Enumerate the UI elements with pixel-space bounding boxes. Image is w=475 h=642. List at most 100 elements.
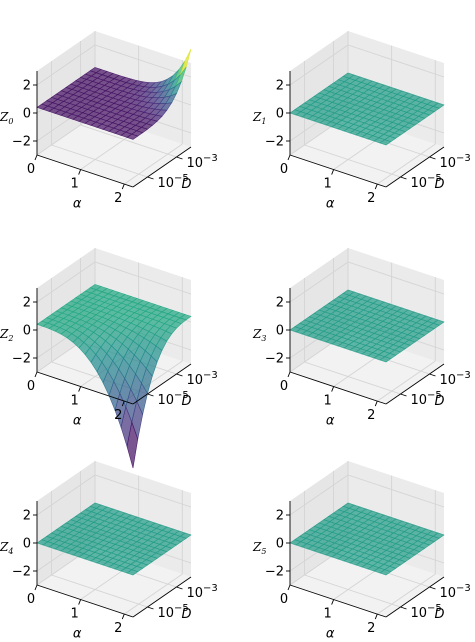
- surface-facet: [379, 569, 392, 576]
- floor-pane: [37, 115, 191, 187]
- axes: [33, 501, 192, 620]
- y-axis-label: D: [182, 394, 192, 409]
- x-tick-label: 1: [323, 607, 331, 622]
- z-tick-label: −2: [265, 565, 284, 580]
- y-tick-label: 10−5: [411, 603, 442, 621]
- z-axis-label: Z2: [0, 327, 13, 343]
- y-axis-label: D: [435, 177, 445, 192]
- x-tick-label: 2: [114, 191, 122, 206]
- surface-facet: [126, 420, 139, 469]
- axes: [286, 71, 445, 190]
- surface-facet: [379, 356, 392, 363]
- surface-plot: −2 0 2 0 1 2 10−5 10−3 α D Z3: [252, 248, 471, 428]
- surface-mesh: [289, 289, 445, 363]
- x-tick-label: 2: [367, 621, 375, 636]
- y-tick-label: 10−3: [440, 370, 471, 388]
- x-tick-label: 0: [280, 379, 288, 394]
- z-tick-label: 2: [23, 79, 31, 94]
- x-axis-label: α: [326, 626, 335, 641]
- surface-plot: −2 0 2 0 1 2 10−5 10−3 α D Z2: [0, 248, 218, 469]
- z-tick-label: −2: [12, 565, 31, 580]
- z-axis-label: Z4: [0, 540, 13, 556]
- chart-panel-z1: −2 0 2 0 1 2 10−5 10−3 α D Z1: [252, 0, 475, 212]
- x-axis-label: α: [73, 413, 82, 428]
- y-tick-label: 10−3: [440, 153, 471, 171]
- chart-panel-z3: −2 0 2 0 1 2 10−5 10−3 α D Z3: [252, 217, 475, 429]
- chart-panel-z4: −2 0 2 0 1 2 10−5 10−3 α D Z4: [0, 430, 237, 642]
- y-axis-label: D: [435, 607, 445, 622]
- y-tick-label: 10−5: [158, 603, 189, 621]
- x-tick-label: 0: [280, 592, 288, 607]
- surface-mesh: [36, 284, 192, 469]
- z-tick-label: 2: [23, 296, 31, 311]
- z-axis-label: Z5: [252, 540, 266, 556]
- chart-panel-z0: −2 0 2 0 1 2 10−5 10−3 α D Z0: [0, 0, 237, 212]
- x-axis-label: α: [73, 196, 82, 211]
- x-tick-label: 1: [70, 177, 78, 192]
- axes: [33, 288, 192, 407]
- z-tick-label: −2: [12, 135, 31, 150]
- z-tick-label: 0: [23, 324, 31, 339]
- surface-mesh: [289, 502, 445, 576]
- y-axis-label: D: [435, 394, 445, 409]
- x-tick-label: 0: [27, 379, 35, 394]
- y-axis-label: D: [182, 607, 192, 622]
- surface-mesh: [36, 48, 192, 140]
- x-tick-label: 0: [27, 162, 35, 177]
- x-tick-label: 2: [367, 408, 375, 423]
- y-tick-label: 10−3: [187, 583, 218, 601]
- x-tick-label: 1: [323, 394, 331, 409]
- floor-pane: [290, 332, 444, 404]
- z-tick-label: 0: [276, 324, 284, 339]
- surface-mesh: [289, 72, 445, 146]
- chart-panel-z2: −2 0 2 0 1 2 10−5 10−3 α D Z2: [0, 217, 237, 469]
- y-tick-label: 10−3: [440, 583, 471, 601]
- z-tick-label: 2: [276, 296, 284, 311]
- z-tick-label: 2: [276, 509, 284, 524]
- z-axis-label: Z3: [252, 327, 266, 343]
- z-tick-label: 2: [276, 79, 284, 94]
- z-tick-label: 0: [276, 537, 284, 552]
- surface-plot: −2 0 2 0 1 2 10−5 10−3 α D Z4: [0, 461, 218, 641]
- y-tick-label: 10−5: [411, 390, 442, 408]
- x-tick-label: 1: [70, 607, 78, 622]
- z-tick-label: 2: [23, 509, 31, 524]
- surface-mesh: [36, 502, 192, 576]
- y-tick-label: 10−5: [411, 173, 442, 191]
- x-tick-label: 1: [70, 394, 78, 409]
- y-tick-label: 10−5: [158, 390, 189, 408]
- z-tick-label: 0: [23, 107, 31, 122]
- x-tick-label: 2: [114, 621, 122, 636]
- axes: [33, 71, 192, 190]
- z-tick-label: 0: [276, 107, 284, 122]
- y-axis-label: D: [182, 177, 192, 192]
- surface-facet: [379, 139, 392, 146]
- axes: [286, 288, 445, 407]
- x-axis-label: α: [326, 196, 335, 211]
- x-tick-label: 1: [323, 177, 331, 192]
- surface-plot: −2 0 2 0 1 2 10−5 10−3 α D Z1: [252, 31, 471, 211]
- z-tick-label: −2: [12, 352, 31, 367]
- surface-facet: [126, 133, 139, 140]
- z-tick-label: −2: [265, 135, 284, 150]
- x-axis-label: α: [326, 413, 335, 428]
- surface-plot: −2 0 2 0 1 2 10−5 10−3 α D Z0: [0, 31, 218, 211]
- z-axis-label: Z1: [252, 110, 266, 126]
- axes: [286, 501, 445, 620]
- y-tick-label: 10−3: [187, 153, 218, 171]
- x-tick-label: 2: [367, 191, 375, 206]
- x-tick-label: 0: [280, 162, 288, 177]
- x-axis-label: α: [73, 626, 82, 641]
- floor-pane: [290, 115, 444, 187]
- surface-facet: [126, 569, 139, 576]
- floor-pane: [290, 545, 444, 617]
- x-tick-label: 0: [27, 592, 35, 607]
- x-tick-label: 2: [114, 408, 122, 423]
- floor-pane: [37, 545, 191, 617]
- surface-plot: −2 0 2 0 1 2 10−5 10−3 α D Z5: [252, 461, 471, 641]
- y-tick-label: 10−5: [158, 173, 189, 191]
- z-tick-label: −2: [265, 352, 284, 367]
- y-tick-label: 10−3: [187, 370, 218, 388]
- z-tick-label: 0: [23, 537, 31, 552]
